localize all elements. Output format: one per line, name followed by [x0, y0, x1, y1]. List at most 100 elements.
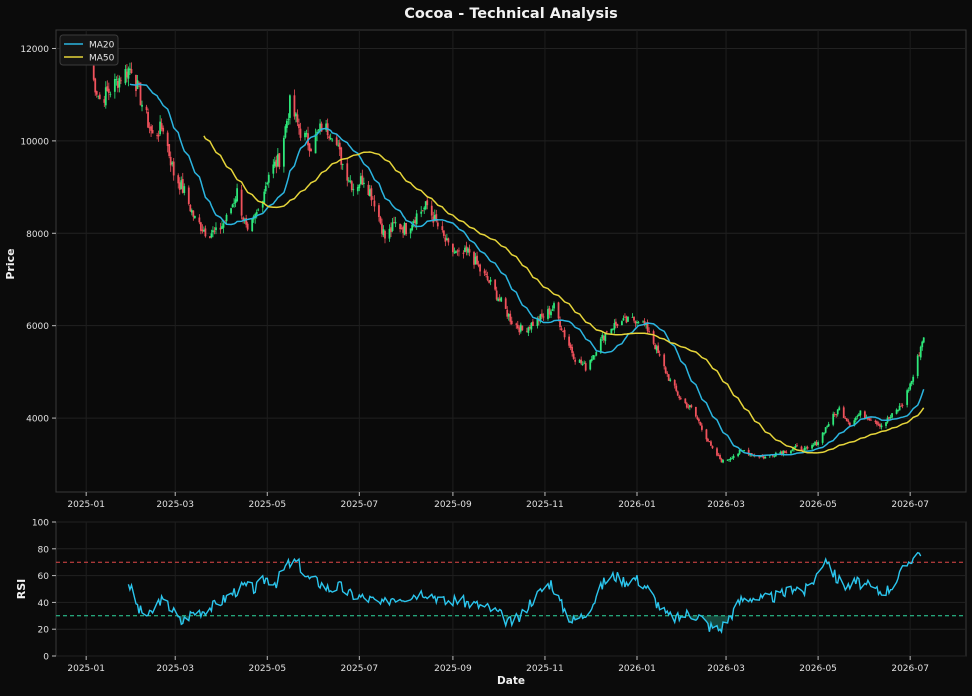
- candle-down: [562, 331, 564, 332]
- candle-down: [150, 126, 152, 131]
- candle-up: [610, 328, 613, 334]
- rsi-y-tick-label: 60: [38, 572, 50, 582]
- candle-down: [675, 385, 678, 391]
- candle-up: [464, 247, 466, 253]
- candle-down: [130, 69, 133, 74]
- candle-up: [115, 79, 118, 81]
- candle-up: [234, 199, 237, 204]
- candle-down: [711, 445, 714, 449]
- candle-down: [643, 321, 646, 325]
- candle-up: [287, 118, 290, 120]
- candle-down: [145, 106, 148, 111]
- candle-down: [298, 124, 300, 129]
- price-x-tick-label: 2026-03: [707, 500, 745, 510]
- candle-up: [773, 456, 776, 457]
- candle-up: [794, 445, 797, 448]
- candle-down: [648, 331, 650, 332]
- candle-down: [504, 298, 507, 309]
- candle-up: [550, 311, 552, 316]
- candle-up: [423, 207, 426, 210]
- candle-up: [210, 233, 213, 238]
- candle-down: [516, 324, 519, 329]
- candle-down: [694, 406, 697, 417]
- candle-down: [506, 309, 509, 317]
- candle-up: [551, 309, 554, 311]
- price-x-tick-label: 2025-01: [67, 500, 105, 510]
- candle-up: [180, 180, 183, 190]
- candle-down: [509, 313, 512, 322]
- candle-up: [317, 129, 320, 131]
- candle-down: [708, 441, 711, 443]
- candle-down: [213, 230, 216, 232]
- candle-up: [636, 321, 638, 323]
- candle-down: [541, 313, 543, 317]
- candle-up: [895, 409, 898, 414]
- candle-up: [412, 221, 415, 224]
- candle-up: [722, 460, 724, 463]
- candle-down: [456, 250, 459, 252]
- candle-up: [276, 154, 279, 167]
- candle-up: [642, 321, 644, 323]
- candle-up: [507, 314, 510, 317]
- candle-up: [391, 222, 394, 231]
- candle-down: [602, 335, 605, 340]
- candle-up: [790, 450, 792, 454]
- candle-down: [107, 88, 110, 93]
- candle-up: [233, 202, 235, 204]
- candle-up: [637, 322, 640, 324]
- candle-down: [868, 418, 871, 420]
- candle-up: [325, 123, 328, 131]
- candle-up: [536, 318, 539, 327]
- candle-down: [486, 276, 489, 281]
- candle-down: [442, 230, 445, 236]
- candle-down: [400, 228, 403, 229]
- candle-up: [621, 321, 623, 326]
- candle-up: [445, 238, 448, 241]
- price-x-tick-label: 2025-05: [248, 500, 286, 510]
- candle-up: [352, 189, 355, 191]
- rsi-x-tick-label: 2026-03: [707, 664, 745, 674]
- candle-down: [421, 210, 424, 212]
- candle-up: [922, 337, 925, 343]
- candle-up: [314, 134, 317, 154]
- candle-up: [824, 427, 827, 433]
- candle-down: [320, 123, 323, 132]
- candle-up: [604, 332, 607, 342]
- candle-up: [289, 95, 291, 118]
- candle-up: [411, 224, 414, 231]
- candle-up: [897, 410, 899, 411]
- candle-down: [187, 187, 190, 204]
- candle-down: [346, 163, 349, 181]
- candle-down: [405, 222, 408, 235]
- candle-down: [245, 217, 248, 225]
- rsi-x-tick-label: 2026-05: [799, 664, 837, 674]
- candle-down: [430, 205, 433, 216]
- candle-down: [679, 398, 682, 400]
- price-y-tick-label: 6000: [26, 322, 49, 332]
- candle-down: [168, 144, 171, 157]
- moving-average-series: [129, 83, 925, 457]
- candle-down: [616, 323, 619, 327]
- candle-up: [403, 223, 406, 235]
- candle-down: [335, 137, 338, 145]
- candle-down: [402, 226, 404, 233]
- candle-down: [918, 355, 921, 357]
- candle-down: [275, 159, 278, 167]
- candle-down: [299, 128, 302, 138]
- candle-down: [568, 336, 571, 346]
- candle-up: [919, 346, 922, 358]
- candle-down: [684, 398, 687, 404]
- candle-up: [622, 318, 625, 321]
- price-y-tick-label: 4000: [26, 415, 49, 425]
- ma-line-ma20: [129, 83, 925, 457]
- candle-down: [435, 214, 438, 222]
- candle-down: [135, 74, 137, 91]
- candle-up: [595, 352, 598, 356]
- candle-up: [415, 213, 418, 225]
- price-y-tick-label: 8000: [26, 230, 49, 240]
- candle-up: [759, 456, 762, 458]
- candle-down: [614, 321, 617, 325]
- candle-down: [633, 316, 635, 321]
- candle-up: [530, 322, 533, 330]
